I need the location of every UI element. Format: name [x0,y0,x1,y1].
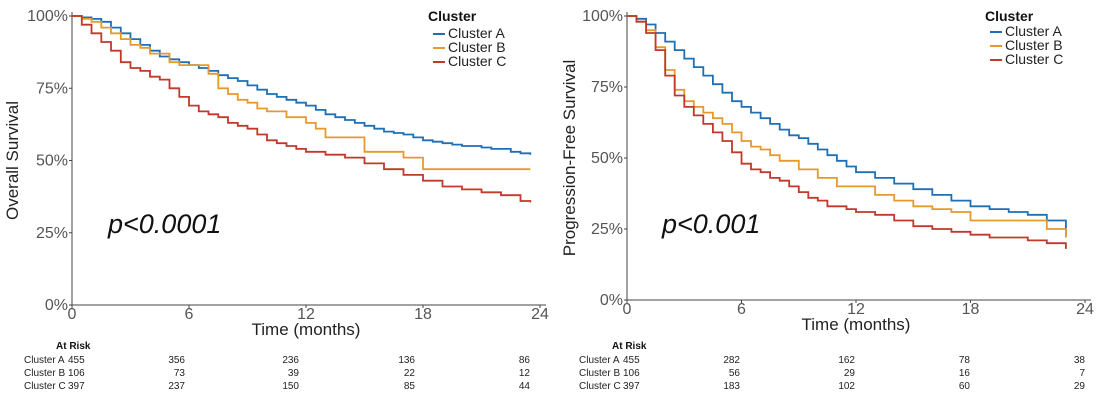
x-axis-label: Time (months) [802,315,911,334]
at-risk-title: At Risk [56,341,91,352]
survival-curve-b [627,15,1067,238]
survival-curve-c [72,15,532,203]
at-risk-count: 29 [1074,381,1086,392]
y-tick-label: 100% [582,8,623,25]
at-risk-count: 136 [398,355,415,366]
at-risk-count: 86 [519,355,531,366]
chart-canvas: 0% 25% 50% 75% 100% 0 6 12 18 24 Progression-Free … [560,8,1094,392]
at-risk-count: 44 [519,381,531,392]
y-axis-label: Overall Survival [3,101,22,220]
progression-free-survival-panel: 0% 25% 50% 75% 100% 0 6 12 18 24 Progression-Free … [553,0,1106,400]
at-risk-count: 22 [404,368,416,379]
x-tick-label: 12 [297,306,315,323]
x-tick-label: 24 [531,306,549,323]
survival-curve-b [72,15,531,171]
at-risk-count: 60 [959,381,971,392]
at-risk-title: At Risk [612,341,647,352]
at-risk-count: 397 [623,381,640,392]
x-tick-label: 0 [68,306,77,323]
at-risk-count: 455 [623,355,640,366]
x-tick-label: 18 [414,306,432,323]
x-tick-label: 6 [737,301,746,318]
at-risk-count: 16 [959,368,971,379]
at-risk-row-label: Cluster A [579,355,620,366]
y-tick-label: 75% [36,80,68,97]
at-risk-count: 7 [1079,368,1085,379]
y-tick-label: 0% [600,292,623,309]
at-risk-count: 106 [68,368,85,379]
legend-title: Cluster [428,8,477,24]
x-tick-label: 0 [623,301,632,318]
at-risk-count: 455 [68,355,85,366]
chart-canvas: 0% 25% 50% 75% 100% 0 6 12 18 24 Overall Survival T… [3,8,549,392]
overall-survival-chart: 0% 25% 50% 75% 100% 0 6 12 18 24 Overall Survival T… [3,8,549,392]
survival-curve-c [627,15,1067,249]
y-tick-label: 25% [591,221,623,238]
x-tick-label: 24 [1076,301,1094,318]
x-tick-label: 6 [185,306,194,323]
at-risk-row-label: Cluster C [579,381,621,392]
y-tick-label: 75% [591,79,623,96]
at-risk-count: 73 [174,368,186,379]
p-value-annotation: p<0.001 [661,209,760,239]
at-risk-count: 85 [404,381,416,392]
at-risk-count: 102 [838,381,855,392]
p-value-annotation: p<0.0001 [107,209,221,239]
at-risk-count: 282 [723,355,740,366]
at-risk-count: 56 [729,368,741,379]
legend-title: Cluster [985,8,1034,24]
y-axis-label: Progression-Free Survival [560,60,579,257]
y-tick-label: 50% [36,153,68,170]
at-risk-row-label: Cluster B [579,368,620,379]
survival-curve-a [72,15,532,155]
survival-curve-a [627,15,1067,235]
x-axis-label: Time (months) [252,320,361,339]
at-risk-row-label: Cluster A [24,355,65,366]
progression-free-survival-chart: 0% 25% 50% 75% 100% 0 6 12 18 24 Progression-Free … [560,8,1094,392]
at-risk-count: 356 [168,355,185,366]
at-risk-count: 183 [723,381,740,392]
y-tick-label: 25% [36,225,68,242]
y-tick-label: 0% [45,297,68,314]
at-risk-row-label: Cluster B [24,368,65,379]
at-risk-count: 39 [288,368,300,379]
at-risk-count: 397 [68,381,85,392]
at-risk-count: 236 [282,355,299,366]
y-tick-label: 50% [591,150,623,167]
legend-entry: Cluster C [1005,51,1063,67]
at-risk-count: 150 [282,381,299,392]
x-tick-label: 12 [847,301,865,318]
y-tick-label: 100% [27,8,68,25]
at-risk-count: 78 [959,355,971,366]
legend-entry: Cluster B [1005,37,1063,53]
x-tick-label: 18 [962,301,980,318]
legend-entry: Cluster A [1005,23,1062,39]
legend-entry: Cluster B [448,39,506,55]
legend-entry: Cluster C [448,53,506,69]
at-risk-count: 29 [844,368,856,379]
at-risk-count: 12 [519,368,531,379]
overall-survival-panel: 0% 25% 50% 75% 100% 0 6 12 18 24 Overall Survival T… [3,8,549,392]
at-risk-row-label: Cluster C [24,381,66,392]
at-risk-count: 106 [623,368,640,379]
legend-entry: Cluster A [448,25,505,41]
at-risk-count: 38 [1074,355,1086,366]
at-risk-count: 237 [168,381,185,392]
at-risk-count: 162 [838,355,855,366]
